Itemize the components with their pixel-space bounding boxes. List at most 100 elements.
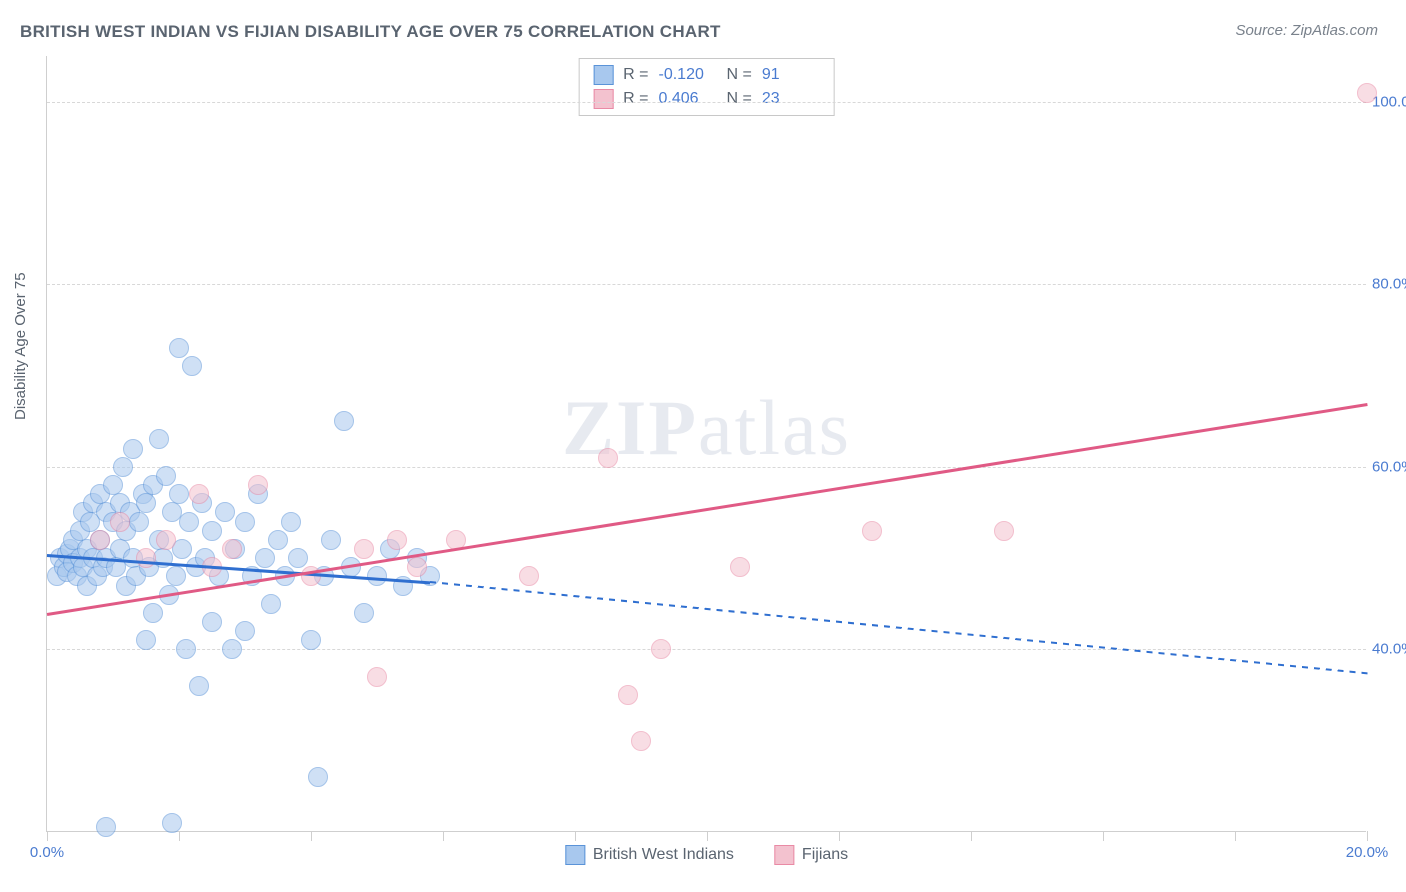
data-point (156, 530, 176, 550)
data-point (631, 731, 651, 751)
legend-n-value-fijian: 23 (762, 90, 820, 108)
data-point (156, 466, 176, 486)
data-point (354, 603, 374, 623)
data-point (1357, 83, 1377, 103)
data-point (162, 813, 182, 833)
x-tick (311, 831, 312, 841)
data-point (519, 566, 539, 586)
data-point (123, 439, 143, 459)
data-point (110, 512, 130, 532)
data-point (994, 521, 1014, 541)
data-point (189, 484, 209, 504)
data-point (235, 512, 255, 532)
data-point (90, 530, 110, 550)
data-point (215, 502, 235, 522)
data-point (149, 429, 169, 449)
y-axis-label: Disability Age Over 75 (12, 272, 29, 420)
data-point (248, 475, 268, 495)
legend-r-value-fijian: 0.406 (659, 90, 717, 108)
data-point (301, 630, 321, 650)
data-point (862, 521, 882, 541)
data-point (387, 530, 407, 550)
series-legend: British West Indians Fijians (565, 845, 848, 865)
x-tick (443, 831, 444, 841)
data-point (179, 512, 199, 532)
data-point (136, 493, 156, 513)
data-point (308, 767, 328, 787)
data-point (176, 639, 196, 659)
gridline (47, 284, 1366, 285)
legend-label-bwi: British West Indians (593, 846, 734, 864)
data-point (222, 539, 242, 559)
scatter-plot-area: ZIPatlas R = -0.120 N = 91 R = 0.406 N =… (46, 56, 1366, 832)
chart-title: BRITISH WEST INDIAN VS FIJIAN DISABILITY… (20, 22, 721, 42)
data-point (367, 667, 387, 687)
data-point (651, 639, 671, 659)
data-point (618, 685, 638, 705)
legend-label-fijian: Fijians (802, 846, 848, 864)
data-point (598, 448, 618, 468)
legend-row-bwi: R = -0.120 N = 91 (579, 63, 834, 87)
y-tick-label: 80.0% (1372, 276, 1406, 293)
legend-r-label: R = (623, 66, 648, 84)
legend-item-fijian: Fijians (774, 845, 848, 865)
data-point (136, 548, 156, 568)
data-point (166, 566, 186, 586)
data-point (129, 512, 149, 532)
data-point (281, 512, 301, 532)
gridline (47, 649, 1366, 650)
watermark-bold: ZIP (562, 384, 698, 471)
data-point (235, 621, 255, 641)
swatch-bwi (593, 65, 613, 85)
data-point (261, 594, 281, 614)
source-attribution: Source: ZipAtlas.com (1235, 22, 1378, 39)
data-point (169, 484, 189, 504)
x-tick-label: 0.0% (30, 844, 64, 861)
watermark-rest: atlas (698, 384, 851, 471)
legend-row-fijian: R = 0.406 N = 23 (579, 87, 834, 111)
x-tick (839, 831, 840, 841)
data-point (103, 475, 123, 495)
legend-r-label: R = (623, 90, 648, 108)
data-point (407, 557, 427, 577)
swatch-bwi (565, 845, 585, 865)
y-tick-label: 60.0% (1372, 458, 1406, 475)
x-tick-label: 20.0% (1346, 844, 1389, 861)
data-point (182, 356, 202, 376)
legend-n-value-bwi: 91 (762, 66, 820, 84)
data-point (334, 411, 354, 431)
x-tick (179, 831, 180, 841)
x-tick (575, 831, 576, 841)
x-tick (1235, 831, 1236, 841)
data-point (255, 548, 275, 568)
y-tick-label: 40.0% (1372, 641, 1406, 658)
data-point (730, 557, 750, 577)
swatch-fijian (774, 845, 794, 865)
data-point (321, 530, 341, 550)
data-point (169, 338, 189, 358)
data-point (113, 457, 133, 477)
data-point (136, 630, 156, 650)
trend-line (430, 581, 1367, 674)
data-point (143, 603, 163, 623)
y-tick-label: 100.0% (1372, 93, 1406, 110)
data-point (96, 817, 116, 837)
data-point (222, 639, 242, 659)
x-tick (707, 831, 708, 841)
data-point (354, 539, 374, 559)
swatch-fijian (593, 89, 613, 109)
data-point (202, 612, 222, 632)
x-tick (1103, 831, 1104, 841)
data-point (288, 548, 308, 568)
x-tick (971, 831, 972, 841)
gridline (47, 102, 1366, 103)
correlation-legend: R = -0.120 N = 91 R = 0.406 N = 23 (578, 58, 835, 116)
trend-line (47, 403, 1367, 615)
x-tick (47, 831, 48, 841)
legend-n-label: N = (727, 66, 752, 84)
data-point (202, 521, 222, 541)
data-point (268, 530, 288, 550)
data-point (189, 676, 209, 696)
x-tick (1367, 831, 1368, 841)
legend-r-value-bwi: -0.120 (659, 66, 717, 84)
